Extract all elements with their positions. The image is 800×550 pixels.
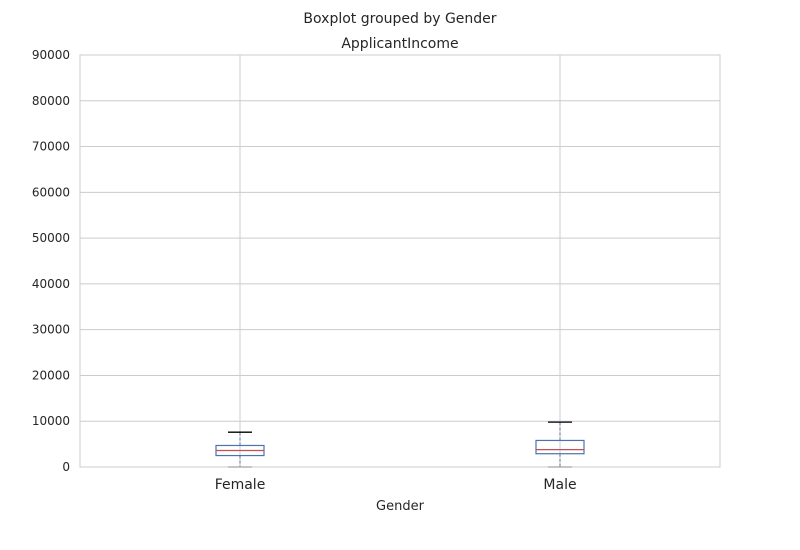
- chart-title: ApplicantIncome: [341, 36, 458, 52]
- y-tick-label: 90000: [32, 48, 70, 62]
- y-tick-label: 30000: [32, 323, 70, 337]
- iqr-box: [535, 439, 585, 455]
- grid-lines: [80, 54, 720, 468]
- y-tick-label: 40000: [32, 277, 70, 291]
- box-series: [215, 421, 585, 468]
- x-tick-label: Male: [543, 477, 576, 493]
- plot-area-frame: [79, 54, 721, 468]
- y-axis-ticks: 0 10000 20000 30000 40000 50000 60000 70000 8000…: [32, 48, 70, 474]
- y-tick-label: 70000: [32, 140, 70, 154]
- y-tick-label: 20000: [32, 368, 70, 382]
- y-tick-label: 60000: [32, 185, 70, 199]
- x-tick-label: Female: [215, 477, 266, 493]
- y-tick-label: 0: [62, 460, 70, 474]
- chart-suptitle: Boxplot grouped by Gender: [303, 11, 496, 27]
- y-tick-label: 80000: [32, 94, 70, 108]
- y-tick-label: 50000: [32, 231, 70, 245]
- y-tick-label: 10000: [32, 414, 70, 428]
- x-axis-ticks: Female Male: [215, 477, 577, 493]
- x-axis-label: Gender: [376, 499, 425, 514]
